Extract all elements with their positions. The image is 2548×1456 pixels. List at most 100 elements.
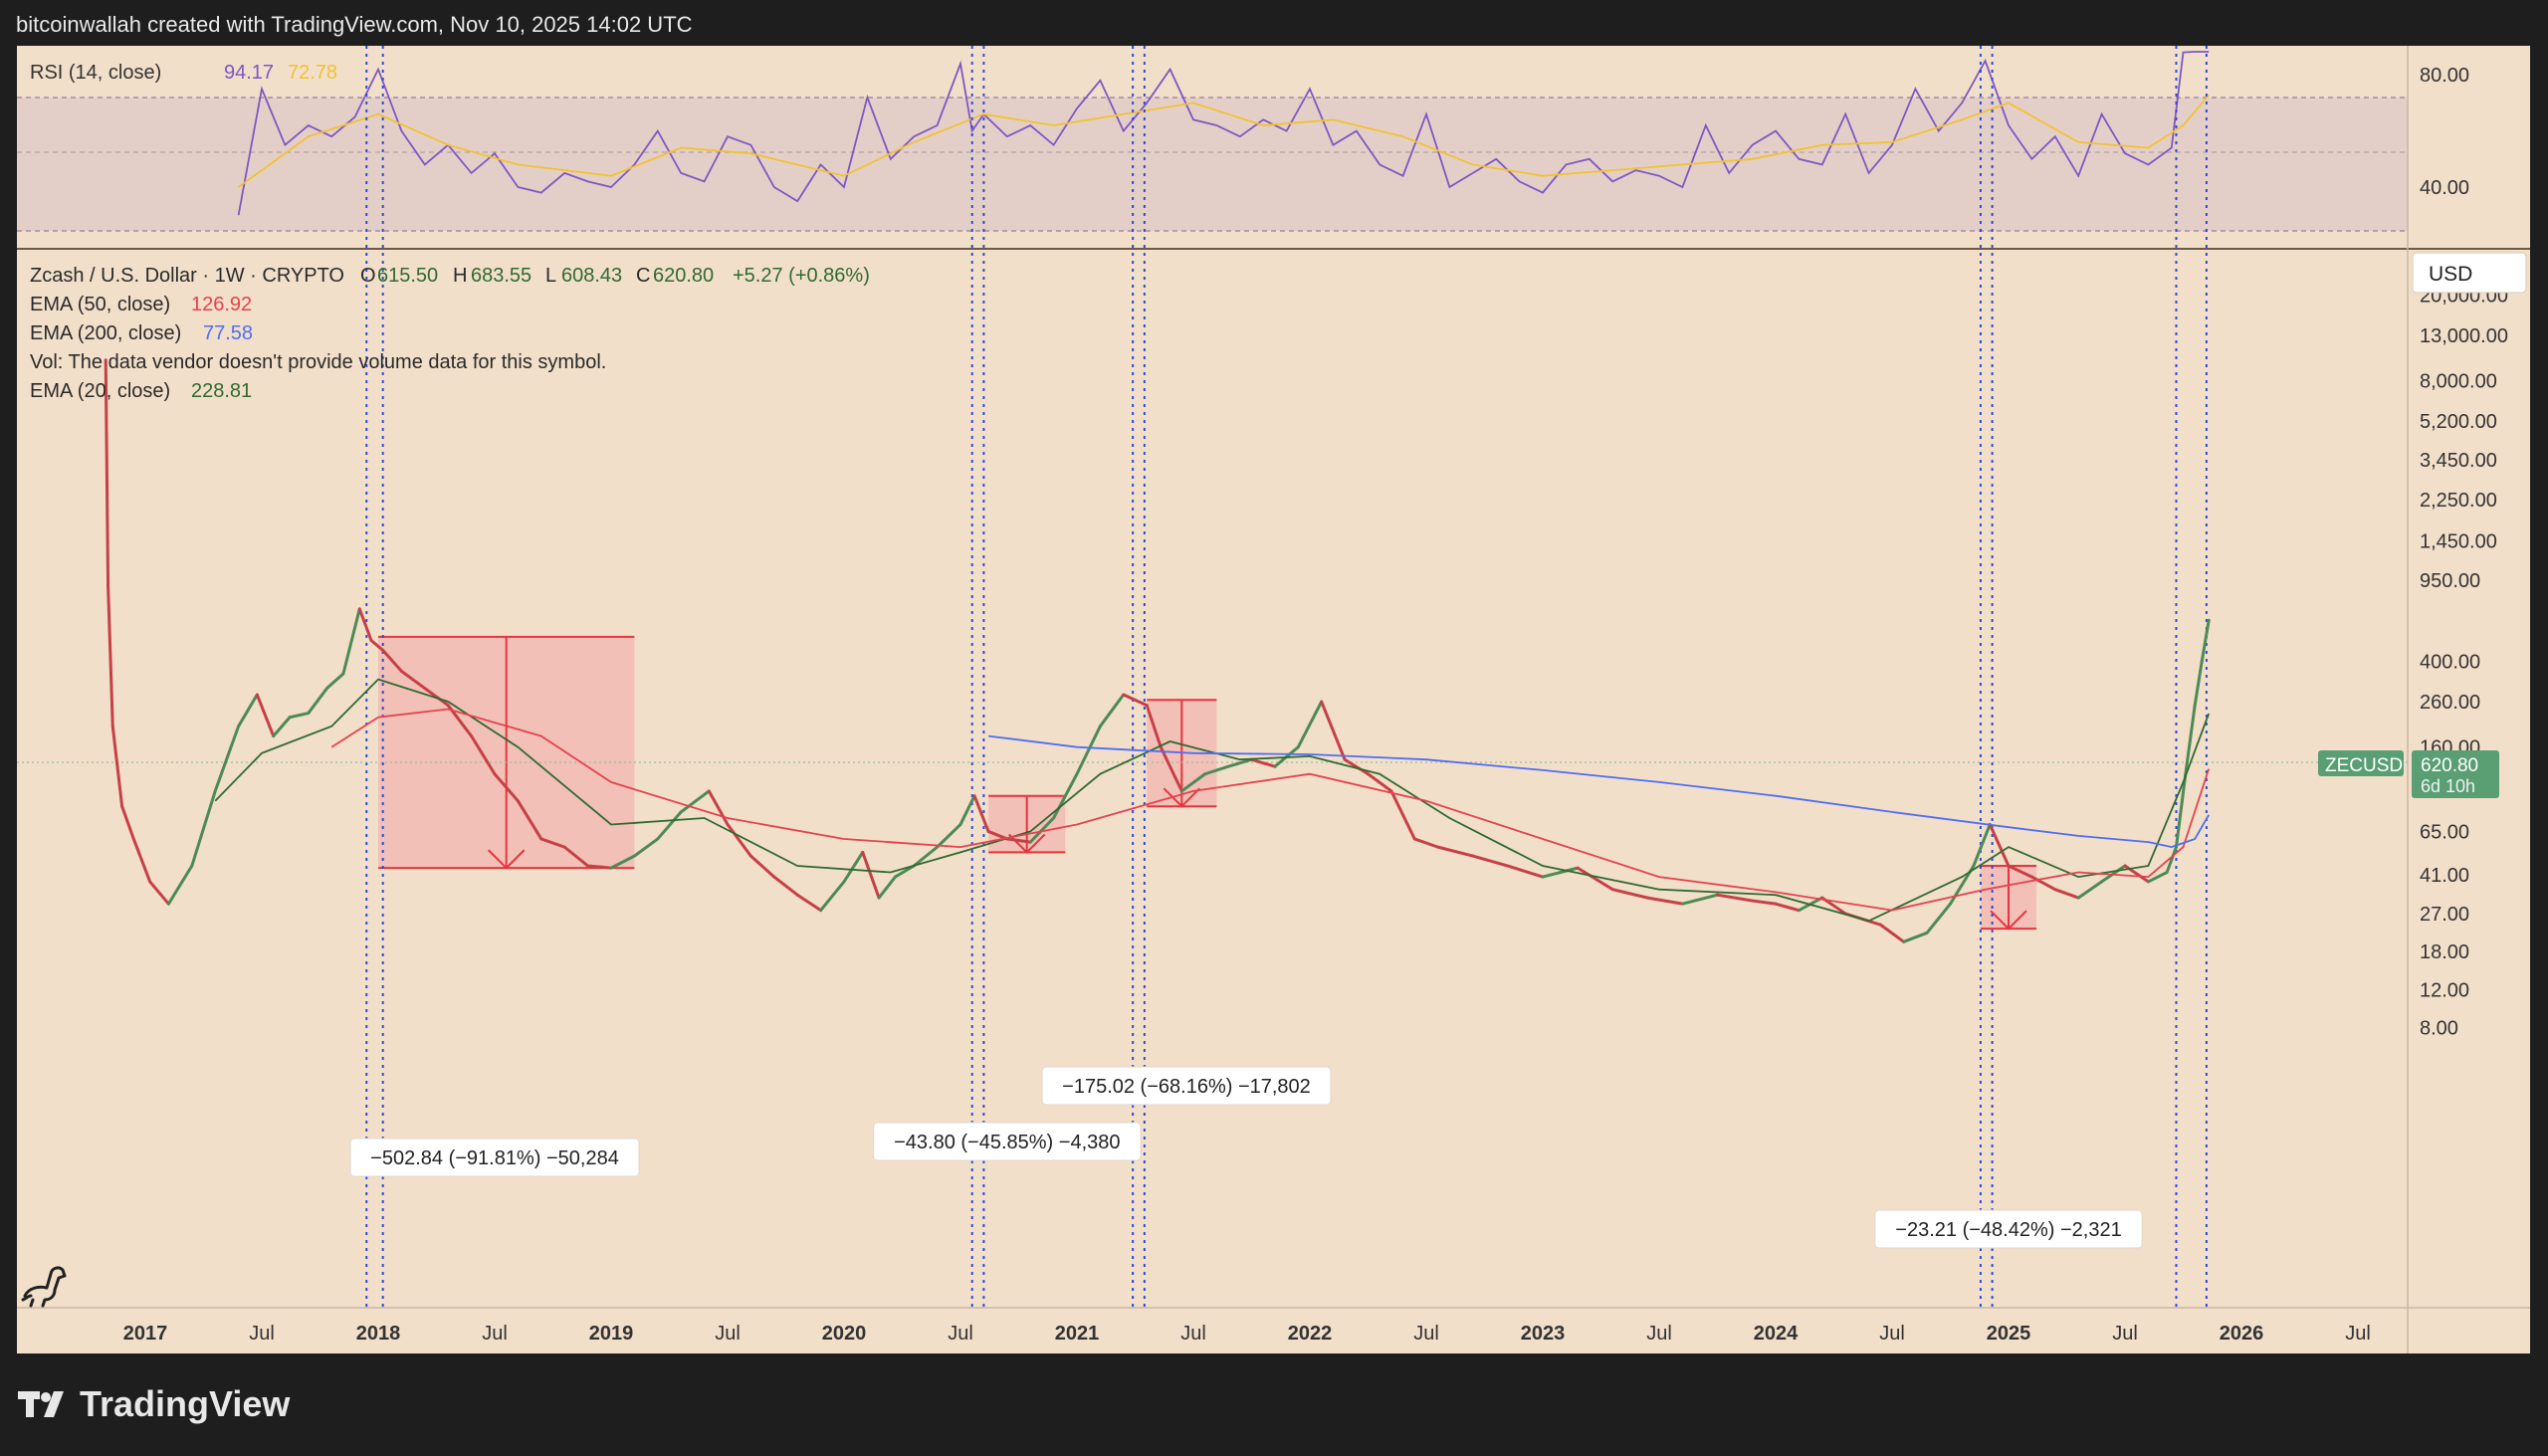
price-tick-label: 12.00 (2420, 979, 2469, 1001)
price-segment (1902, 931, 1929, 943)
ema50-legend-value: 126.92 (191, 294, 252, 315)
ema20-line (214, 678, 2211, 923)
ema20-legend-value: 228.81 (191, 380, 252, 402)
price-segment (1680, 893, 1719, 906)
price-segment (1296, 700, 1324, 749)
price-segment (819, 880, 846, 913)
price-segment (1028, 816, 1056, 844)
price-axis[interactable]: 20,000.0013,000.008,000.005,200.003,450.… (2420, 285, 2508, 1039)
price-segment (748, 854, 776, 879)
rsi-band (17, 98, 2408, 231)
price-segment (325, 672, 345, 691)
measurement-label: −175.02 (−68.16%) −17,802 (1062, 1076, 1311, 1098)
price-segment (2165, 845, 2178, 875)
price-segment (539, 837, 566, 849)
time-axis[interactable]: 2017 Jul 2018 Jul 2019 Jul 2020 Jul 2021 Jul 2022 J… (123, 1323, 2371, 1345)
price-segment (912, 845, 940, 868)
price-segment (972, 794, 990, 833)
price-segment (237, 693, 259, 728)
price-tick-label: 65.00 (2420, 821, 2469, 843)
ohlc-change: +5.27 (+0.86%) (733, 265, 870, 287)
measurement-boxes[interactable] (378, 635, 2037, 931)
price-segment (2007, 864, 2033, 879)
price-segment (2146, 871, 2169, 884)
ohlc-h-label: H (453, 265, 467, 287)
ema50-legend-label: EMA (50, close) (30, 294, 170, 315)
price-tick-label: 41.00 (2420, 865, 2469, 887)
price-segment (1005, 837, 1032, 844)
price-segment (341, 607, 361, 676)
price-segment (2174, 772, 2188, 849)
price-segment (2029, 875, 2057, 892)
time-tick-label: Jul (2112, 1323, 2138, 1345)
price-segment (656, 810, 683, 841)
currency-button[interactable]: USD (2412, 252, 2527, 294)
price-segment (632, 837, 660, 858)
price-segment (1716, 893, 1755, 903)
price-segment (1436, 845, 1475, 858)
volume-note: Vol: The data vendor doesn't provide vol… (30, 351, 606, 373)
price-segment (381, 648, 403, 673)
ema50-line (330, 708, 2211, 912)
price-segment (958, 794, 976, 826)
price-segment (1367, 772, 1393, 793)
rsi-axis[interactable]: 80.00 40.00 (2420, 65, 2469, 199)
dino-icon[interactable] (21, 1266, 67, 1308)
time-tick-label: Jul (1646, 1323, 1672, 1345)
price-segment (110, 725, 124, 808)
price-tick-label: 18.00 (2420, 941, 2469, 963)
ema200-line (987, 734, 2210, 849)
price-segment (104, 358, 110, 587)
price-segment (1098, 693, 1126, 728)
price-segment (1075, 725, 1102, 776)
price-tag-symbol: ZECUSD (2325, 755, 2403, 776)
ema200-legend-label: EMA (200, close) (30, 322, 181, 344)
tradingview-footer: TradingView (18, 1379, 290, 1429)
price-tag: ZECUSD 620.80 6d 10h (2318, 750, 2499, 798)
measurement-label-box (873, 1122, 1142, 1161)
price-segment (1250, 757, 1277, 768)
measurement-label: −502.84 (−91.81%) −50,284 (370, 1147, 619, 1169)
price-segment (1972, 822, 1992, 868)
time-tick-label: 2025 (1987, 1323, 2031, 1345)
price-tick-label: 8.00 (2420, 1017, 2458, 1039)
price-segment (986, 829, 1009, 841)
ema20-legend-label: EMA (20, close) (30, 380, 170, 402)
measurement-arrow-head (1163, 787, 1201, 808)
time-tick-label: 2024 (1754, 1323, 1799, 1345)
time-tick-label: 2022 (1288, 1323, 1333, 1345)
cycle-markers[interactable] (365, 46, 2208, 1308)
chart-canvas[interactable]: 80.00 40.00 −502.84 (−91.81%) −50,284 −43.… (17, 46, 2530, 1353)
rsi-legend-ma-value: 72.78 (288, 62, 337, 84)
price-segment (1576, 866, 1614, 892)
price-segment (2200, 618, 2211, 663)
time-tick-label: Jul (1413, 1323, 1439, 1345)
price-segment (148, 880, 170, 906)
symbol-title: Zcash / U.S. Dollar · 1W · CRYPTO (30, 265, 344, 287)
rsi-lines (237, 51, 2210, 216)
ohlc-l-label: L (545, 265, 556, 287)
measurement-label: −43.80 (−45.85%) −4,380 (894, 1132, 1120, 1153)
attribution-text: bitcoinwallah created with TradingView.c… (16, 12, 693, 37)
price-segment (877, 875, 897, 900)
chart-frame[interactable]: 80.00 40.00 −502.84 (−91.81%) −50,284 −43.… (17, 46, 2530, 1353)
price-segment (1610, 888, 1649, 900)
price-segment (1226, 757, 1253, 768)
rsi-pane[interactable]: 80.00 40.00 (17, 51, 2469, 232)
rsi-legend-label: RSI (14, close) (30, 62, 161, 84)
measurement-label-box (1041, 1066, 1332, 1106)
ohlc-c-label: C (636, 265, 650, 287)
ohlc-o-value: 615.50 (377, 265, 438, 287)
price-segment (2184, 704, 2197, 776)
price-segment (2193, 659, 2204, 708)
time-tick-label: 2018 (356, 1323, 401, 1345)
price-tick-label: 3,450.00 (2420, 450, 2497, 472)
price-segment (726, 822, 752, 858)
measurement-label-box (349, 1138, 640, 1177)
price-segment (1122, 693, 1149, 708)
currency-button-label[interactable]: USD (2429, 263, 2472, 286)
rsi-ma-line (238, 95, 2210, 188)
price-segment (795, 893, 823, 913)
tradingview-brand: TradingView (80, 1383, 291, 1424)
measurement-arrow-head (1990, 910, 2027, 931)
